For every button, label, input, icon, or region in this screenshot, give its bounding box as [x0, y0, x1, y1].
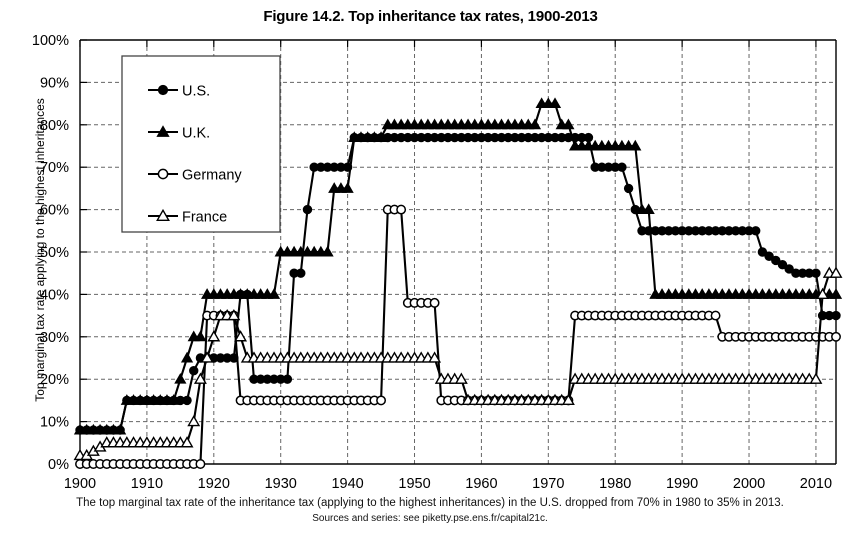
y-tick-label: 40%: [40, 287, 69, 303]
data-point-marker: [189, 366, 199, 376]
x-tick-label: 1960: [465, 476, 497, 492]
caption-line-2: in 1980 to 35% in 2013.: [662, 497, 784, 509]
y-tick-label: 100%: [32, 33, 69, 49]
legend-item-germany[interactable]: Germany: [148, 168, 242, 184]
data-point-marker: [757, 247, 768, 257]
data-point-marker: [396, 204, 407, 215]
caption-source: Sources and series: see piketty.pse.ens.…: [312, 513, 548, 524]
data-point-marker: [341, 182, 354, 193]
y-tick-label: 10%: [40, 415, 69, 431]
x-tick-label: 1920: [198, 476, 230, 492]
data-point-marker: [376, 395, 387, 406]
data-point-marker: [227, 308, 241, 321]
data-point-marker: [617, 162, 627, 172]
x-tick-label: 1980: [599, 476, 631, 492]
data-point-marker: [187, 414, 201, 427]
x-tick-label: 1950: [398, 476, 430, 492]
y-tick-label: 70%: [40, 160, 69, 176]
data-point-marker: [764, 251, 774, 261]
y-tick-label: 30%: [40, 330, 69, 346]
data-point-marker: [831, 310, 841, 321]
series-line: [80, 272, 836, 457]
legend-marker-icon: [156, 208, 170, 222]
data-point-marker: [528, 118, 542, 130]
data-point-marker: [751, 226, 761, 236]
data-point-marker: [180, 351, 194, 363]
data-point-marker: [321, 245, 334, 257]
data-point-marker: [454, 372, 468, 384]
data-point-marker: [428, 351, 442, 363]
legend-item-uk[interactable]: U.K.: [148, 125, 210, 142]
x-tick-label: 2000: [733, 476, 765, 492]
legend-item-us[interactable]: U.S.: [148, 84, 210, 100]
series-france: [73, 266, 843, 461]
data-point-marker: [296, 268, 306, 278]
legend-label: U.S.: [182, 84, 210, 100]
legend-label: U.K.: [182, 126, 210, 142]
data-point-marker: [182, 395, 192, 406]
data-point-marker: [207, 330, 221, 342]
data-point-marker: [429, 297, 440, 308]
chart-plot-area: 0% 10% 20% 30% 40% 50% 60% 70% 80% 90% 100% 1900 191…: [32, 33, 843, 492]
x-tick-label: 1900: [64, 476, 96, 492]
data-point-marker: [784, 264, 794, 274]
legend-label: France: [182, 210, 227, 226]
y-tick-label: 90%: [40, 75, 69, 91]
data-point-marker: [195, 459, 206, 469]
data-point-marker: [829, 288, 843, 299]
data-point-marker: [623, 183, 634, 194]
y-tick-label: 60%: [40, 203, 69, 219]
data-point-marker: [561, 393, 575, 406]
y-tick-label: 80%: [40, 118, 69, 134]
figure-title: Figure 14.2. Top inheritance tax rates, …: [263, 8, 598, 25]
legend-marker-icon: [156, 125, 170, 137]
figure-caption: The top marginal tax rate of the inherit…: [70, 496, 790, 526]
data-point-marker: [777, 260, 788, 270]
data-point-marker: [267, 288, 281, 299]
y-axis-label: Top marginal tax rate applying to the hi…: [33, 98, 47, 402]
y-tick-label: 50%: [40, 245, 69, 261]
data-point-marker: [811, 268, 821, 278]
data-point-marker: [548, 97, 562, 109]
data-point-marker: [302, 204, 313, 215]
data-point-marker: [194, 330, 207, 342]
caption-line-1: The top marginal tax rate of the inherit…: [76, 497, 660, 509]
x-tick-label: 1940: [331, 476, 363, 492]
data-point-marker: [167, 394, 180, 405]
y-tick-label: 0%: [48, 457, 69, 473]
x-tick-label: 1910: [131, 476, 163, 492]
legend-marker-icon: [157, 168, 169, 180]
series-uk: [73, 97, 843, 435]
data-point-marker: [234, 330, 248, 342]
data-point-marker: [193, 372, 207, 384]
data-point-marker: [174, 372, 187, 384]
data-point-marker: [562, 118, 575, 130]
x-tick-label: 1990: [666, 476, 698, 492]
data-point-marker: [282, 374, 293, 384]
data-point-marker: [831, 331, 841, 342]
data-point-marker: [771, 255, 781, 266]
data-point-marker: [642, 203, 655, 215]
legend-item-france[interactable]: France: [148, 208, 227, 226]
x-tick-label: 1930: [265, 476, 297, 492]
y-tick-label: 20%: [40, 372, 69, 388]
x-tick-label: 2010: [800, 476, 832, 492]
data-point-marker: [114, 423, 127, 435]
x-tick-label: 1970: [532, 476, 564, 492]
data-point-marker: [374, 131, 388, 142]
data-point-marker: [629, 139, 642, 151]
data-point-marker: [809, 372, 823, 384]
data-point-marker: [710, 310, 721, 321]
legend-box: [121, 55, 281, 233]
legend-label: Germany: [182, 168, 242, 184]
legend-marker-icon: [157, 84, 169, 96]
data-point-marker: [200, 351, 214, 363]
data-point-marker: [816, 287, 830, 300]
data-point-marker: [180, 436, 194, 448]
data-point-marker: [829, 266, 843, 278]
